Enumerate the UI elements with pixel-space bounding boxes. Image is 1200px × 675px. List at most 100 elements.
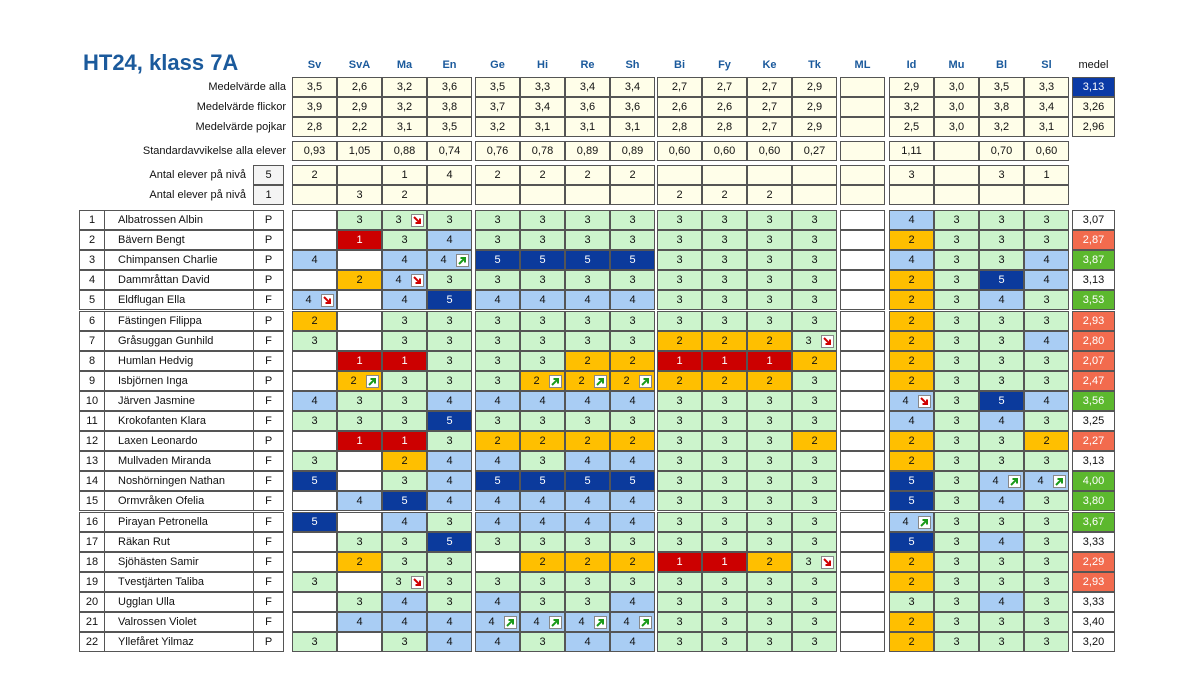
grade-cell: 3 (657, 270, 702, 291)
student-name: Järven Jasmine (104, 390, 254, 411)
grade-cell: 3 (1024, 310, 1069, 331)
grade-cell: 3 (1024, 551, 1069, 572)
grade-cell (292, 612, 337, 633)
subject-header: Id (906, 59, 917, 71)
grade-cell: 3 (934, 471, 979, 492)
student-gender: F (253, 551, 284, 572)
grade-cell: 4 (427, 250, 472, 271)
grade-cell: 4 (565, 451, 610, 472)
level-count (979, 185, 1024, 205)
summary-value: 3,1 (520, 117, 565, 137)
grade-cell: 3 (702, 531, 747, 552)
grade-cell: 5 (520, 471, 565, 492)
summary-value: 3,3 (520, 77, 565, 97)
grade-cell: 3 (934, 330, 979, 351)
grade-cell: 3 (657, 230, 702, 251)
arrow-up-icon (639, 374, 652, 388)
grade-cell: 1 (747, 350, 792, 371)
grade-cell: 3 (702, 632, 747, 653)
level-count (934, 165, 979, 185)
grade-cell: 2 (382, 451, 427, 472)
grade-cell: 3 (792, 451, 837, 472)
grade-cell: 3 (565, 230, 610, 251)
student-number: 16 (79, 511, 105, 532)
grade-cell: 4 (475, 591, 520, 612)
grade-cell: 3 (610, 230, 655, 251)
subject-header: ML (854, 59, 871, 71)
grade-cell: 4 (337, 612, 382, 633)
level-count (702, 165, 747, 185)
grade-cell: 1 (382, 431, 427, 452)
grade-cell: 3 (657, 250, 702, 271)
grade-cell: 2 (889, 230, 934, 251)
student-medel: 2,29 (1072, 551, 1115, 572)
student-gender: P (253, 370, 284, 391)
student-number: 2 (79, 230, 105, 251)
summary-value: 2,9 (792, 97, 837, 117)
student-medel: 3,80 (1072, 491, 1115, 512)
grade-cell: 3 (934, 431, 979, 452)
grade-cell: 4 (610, 612, 655, 633)
student-medel: 3,87 (1072, 250, 1115, 271)
student-name: Ormvråken Ofelia (104, 491, 254, 512)
grade-cell: 3 (747, 230, 792, 251)
grade-cell: 3 (792, 551, 837, 572)
sheet-title: HT24, klass 7A (83, 50, 239, 75)
grade-cell: 4 (475, 612, 520, 633)
grade-cell (337, 451, 382, 472)
arrow-up-icon (504, 616, 517, 629)
grade-cell: 3 (747, 451, 792, 472)
grade-cell: 2 (657, 330, 702, 351)
grade-cell: 2 (292, 310, 337, 331)
grade-cell: 3 (610, 571, 655, 592)
grade-cell: 4 (382, 612, 427, 633)
grade-cell: 2 (1024, 431, 1069, 452)
grade-cell: 3 (475, 411, 520, 432)
grade-cell (292, 591, 337, 612)
grade-cell: 3 (382, 531, 427, 552)
summary-label: Standardavvikelse alla elever (142, 145, 286, 157)
student-medel: 3,25 (1072, 411, 1115, 432)
std-value: 0,60 (747, 141, 792, 161)
arrow-down-icon (411, 575, 424, 589)
level-count (840, 165, 885, 185)
arrow-up-icon (366, 374, 379, 388)
grade-cell: 3 (792, 632, 837, 653)
grade-cell: 3 (702, 411, 747, 432)
std-value: 0,76 (475, 141, 520, 161)
grade-cell: 3 (382, 411, 427, 432)
summary-value: 2,5 (889, 117, 934, 137)
grade-cell: 2 (702, 330, 747, 351)
grade-cell: 5 (520, 250, 565, 271)
grade-cell (840, 511, 885, 532)
summary-value: 3,4 (1024, 97, 1069, 117)
std-value (934, 141, 979, 161)
student-name: Sjöhästen Samir (104, 551, 254, 572)
summary-value: 3,1 (610, 117, 655, 137)
grade-cell: 4 (382, 290, 427, 311)
student-medel: 2,87 (1072, 230, 1115, 251)
grade-cell: 4 (979, 491, 1024, 512)
grade-cell (475, 551, 520, 572)
grade-cell: 3 (747, 270, 792, 291)
arrow-down-icon (411, 214, 424, 227)
grade-cell: 3 (657, 491, 702, 512)
grade-cell: 3 (657, 411, 702, 432)
summary-medel: 2,96 (1072, 117, 1115, 137)
grade-cell: 4 (427, 230, 472, 251)
grade-cell: 4 (979, 290, 1024, 311)
grade-cell (840, 431, 885, 452)
student-number: 9 (79, 370, 105, 391)
arrow-down-icon (821, 334, 834, 348)
student-number: 6 (79, 310, 105, 331)
grade-cell: 2 (889, 451, 934, 472)
grade-cell (292, 350, 337, 371)
student-name: Dammråttan David (104, 270, 254, 291)
student-name: Gråsuggan Gunhild (104, 330, 254, 351)
grade-cell: 3 (934, 250, 979, 271)
grade-cell: 4 (520, 511, 565, 532)
std-value: 0,93 (292, 141, 337, 161)
grade-cell (840, 551, 885, 572)
grade-cell: 3 (1024, 350, 1069, 371)
std-value: 0,27 (792, 141, 837, 161)
